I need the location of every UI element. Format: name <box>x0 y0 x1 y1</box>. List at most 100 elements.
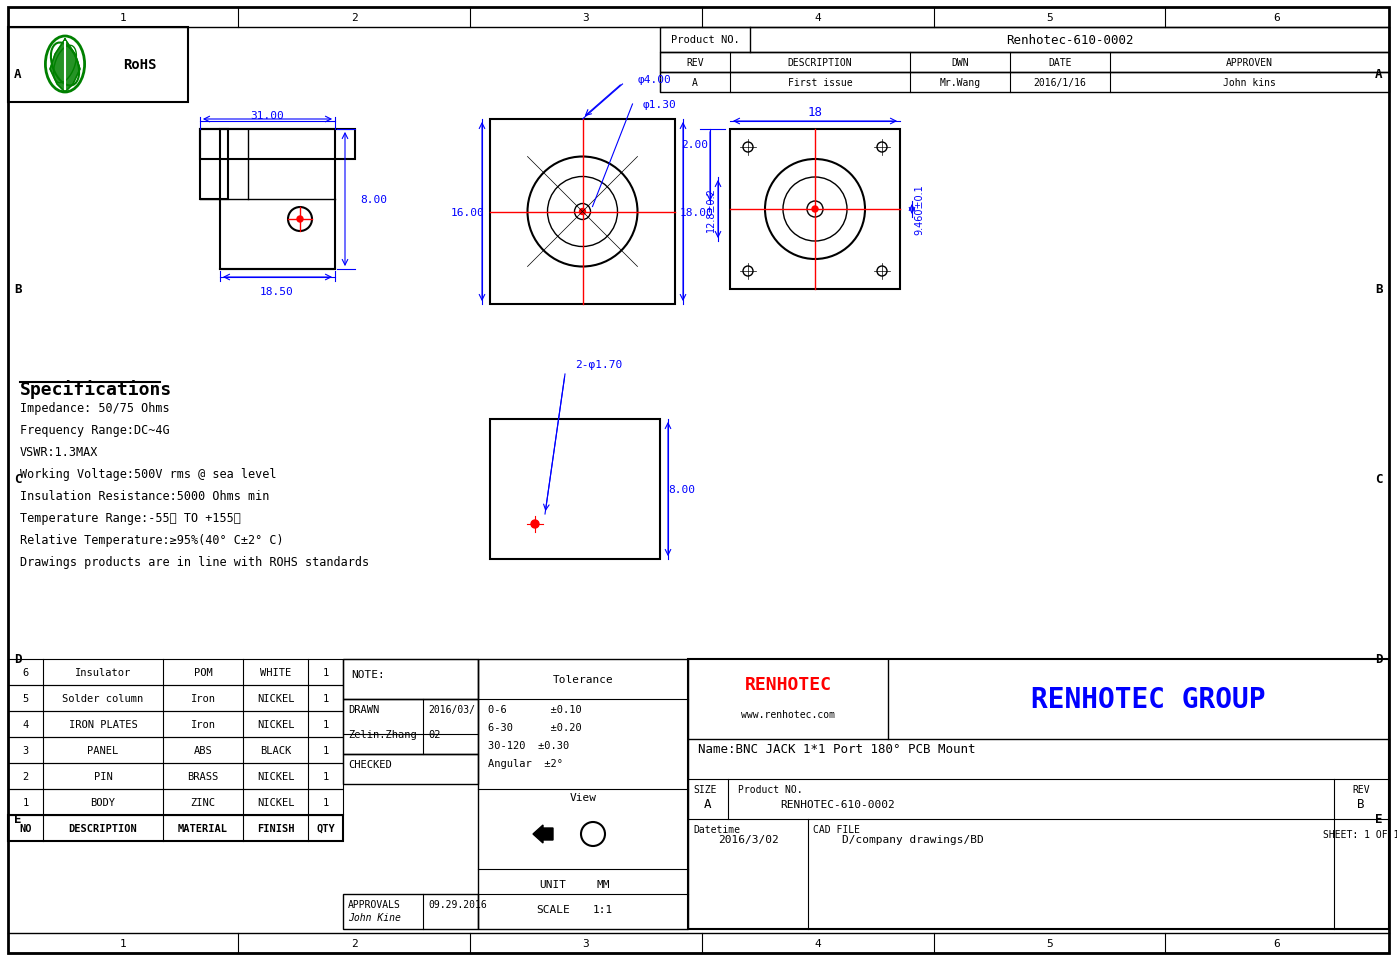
Text: 6: 6 <box>22 667 28 678</box>
Text: Relative Temperature:≥95%(40° C±2° C): Relative Temperature:≥95%(40° C±2° C) <box>20 533 284 547</box>
Bar <box>344 659 478 734</box>
Text: CHECKED: CHECKED <box>348 759 391 769</box>
Text: SHEET: 1 OF 1: SHEET: 1 OF 1 <box>1323 829 1397 839</box>
Bar <box>344 754 478 784</box>
Text: Tolerance: Tolerance <box>553 675 613 684</box>
Text: Solder column: Solder column <box>63 693 144 703</box>
Circle shape <box>298 217 303 223</box>
Circle shape <box>812 207 819 212</box>
Text: B: B <box>1358 798 1365 811</box>
Text: 1: 1 <box>323 771 328 781</box>
Bar <box>8 711 344 737</box>
Text: 8.00: 8.00 <box>669 484 696 495</box>
Text: ZINC: ZINC <box>190 798 215 807</box>
Text: 1: 1 <box>323 693 328 703</box>
Text: Frequency Range:DC~4G: Frequency Range:DC~4G <box>20 424 169 436</box>
Text: Renhotec-610-0002: Renhotec-610-0002 <box>1006 34 1133 46</box>
Text: IRON PLATES: IRON PLATES <box>68 719 137 729</box>
Text: 1: 1 <box>323 667 328 678</box>
Text: 30-120  ±0.30: 30-120 ±0.30 <box>488 740 569 751</box>
FancyArrow shape <box>534 825 553 843</box>
Text: MATERIAL: MATERIAL <box>177 824 228 833</box>
Bar <box>478 659 687 929</box>
Text: John Kine: John Kine <box>348 912 401 922</box>
Text: 12.8±0.2: 12.8±0.2 <box>705 187 717 233</box>
Text: Working Voltage:500V rms @ sea level: Working Voltage:500V rms @ sea level <box>20 467 277 480</box>
Text: A: A <box>1375 68 1383 82</box>
Text: Insulation Resistance:5000 Ohms min: Insulation Resistance:5000 Ohms min <box>20 489 270 503</box>
Text: D/company drawings/BD: D/company drawings/BD <box>842 834 983 844</box>
Bar <box>8 685 344 711</box>
Text: 2: 2 <box>351 13 358 23</box>
Text: Mr.Wang: Mr.Wang <box>939 78 981 87</box>
Text: NOTE:: NOTE: <box>351 669 384 679</box>
Text: UNIT: UNIT <box>539 879 567 889</box>
Text: John kins: John kins <box>1222 78 1275 87</box>
Bar <box>8 763 344 789</box>
Text: 1: 1 <box>22 798 28 807</box>
Text: BODY: BODY <box>91 798 116 807</box>
Bar <box>659 28 1389 53</box>
Text: CAD FILE: CAD FILE <box>813 825 861 834</box>
Text: REV: REV <box>686 58 704 68</box>
Text: A: A <box>14 68 22 82</box>
Text: 16.00: 16.00 <box>451 208 485 217</box>
Bar <box>731 130 900 289</box>
Text: Datetime: Datetime <box>693 825 740 834</box>
Text: 18: 18 <box>807 106 823 118</box>
Text: NO: NO <box>20 824 32 833</box>
Text: DESCRIPTION: DESCRIPTION <box>788 58 852 68</box>
Bar <box>219 130 335 270</box>
Text: 1: 1 <box>323 745 328 755</box>
Text: 2-φ1.70: 2-φ1.70 <box>576 359 622 370</box>
Text: RENHOTEC-610-0002: RENHOTEC-610-0002 <box>781 800 895 809</box>
Text: 6: 6 <box>1274 938 1281 948</box>
Text: 5: 5 <box>1046 13 1053 23</box>
Bar <box>344 659 478 700</box>
Bar <box>490 420 659 559</box>
Text: C: C <box>14 473 22 486</box>
Text: First issue: First issue <box>788 78 852 87</box>
Text: 6-30      ±0.20: 6-30 ±0.20 <box>488 723 581 732</box>
Text: RENHOTEC: RENHOTEC <box>745 676 831 693</box>
Text: 6: 6 <box>1274 13 1281 23</box>
Text: 2016/03/: 2016/03/ <box>427 704 475 714</box>
Text: Iron: Iron <box>190 719 215 729</box>
Text: VSWR:1.3MAX: VSWR:1.3MAX <box>20 446 98 458</box>
Text: C: C <box>1375 473 1383 486</box>
Text: SIZE: SIZE <box>693 784 717 794</box>
Bar <box>490 120 675 305</box>
Text: ABS: ABS <box>194 745 212 755</box>
Text: NICKEL: NICKEL <box>257 693 295 703</box>
Text: 5: 5 <box>1046 938 1053 948</box>
Text: Temperature Range:-55℃ TO +155℃: Temperature Range:-55℃ TO +155℃ <box>20 511 240 525</box>
Text: Iron: Iron <box>190 693 215 703</box>
Text: 0-6       ±0.10: 0-6 ±0.10 <box>488 704 581 714</box>
Text: NICKEL: NICKEL <box>257 719 295 729</box>
Text: 2: 2 <box>22 771 28 781</box>
Text: φ4.00: φ4.00 <box>637 75 671 85</box>
Text: Angular  ±2°: Angular ±2° <box>488 758 563 768</box>
Circle shape <box>531 521 539 529</box>
Bar <box>344 894 478 929</box>
Text: RoHS: RoHS <box>123 58 156 72</box>
Text: 4: 4 <box>814 938 821 948</box>
Text: FINISH: FINISH <box>257 824 295 833</box>
Text: 8.00: 8.00 <box>360 195 387 205</box>
Text: 18.50: 18.50 <box>260 286 293 297</box>
Circle shape <box>580 209 585 215</box>
Text: 18.00: 18.00 <box>680 208 714 217</box>
Text: D: D <box>1375 653 1383 666</box>
Text: Insulator: Insulator <box>75 667 131 678</box>
Bar <box>200 130 228 200</box>
Text: DATE: DATE <box>1048 58 1071 68</box>
Text: REV: REV <box>1352 784 1370 794</box>
Bar <box>200 130 355 160</box>
Text: SCALE: SCALE <box>536 904 570 914</box>
Text: 31.00: 31.00 <box>250 111 284 121</box>
Text: 1: 1 <box>120 13 126 23</box>
Text: DRAWN: DRAWN <box>348 704 379 714</box>
Text: APPROVALS: APPROVALS <box>348 899 401 909</box>
Text: 2016/1/16: 2016/1/16 <box>1034 78 1087 87</box>
Text: A: A <box>692 78 698 87</box>
